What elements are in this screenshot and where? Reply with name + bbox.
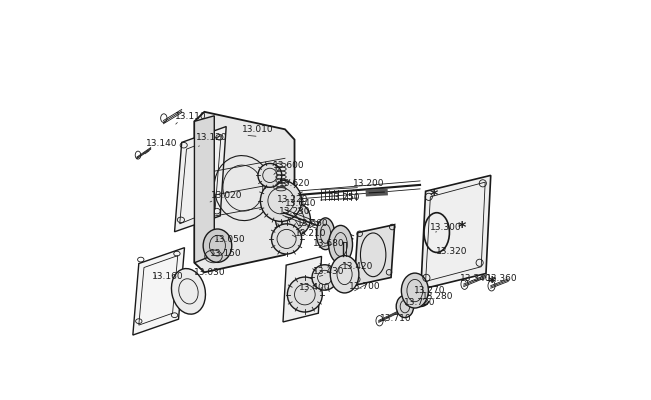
Polygon shape xyxy=(133,248,184,335)
Text: 13.250: 13.250 xyxy=(329,193,360,202)
Ellipse shape xyxy=(316,218,335,250)
Polygon shape xyxy=(195,112,294,272)
Text: 13.660: 13.660 xyxy=(297,219,329,228)
Ellipse shape xyxy=(275,202,311,236)
Text: *: * xyxy=(430,189,438,204)
Ellipse shape xyxy=(312,265,337,290)
Text: 13.030: 13.030 xyxy=(193,268,225,278)
Ellipse shape xyxy=(396,295,413,318)
Text: *: * xyxy=(458,221,465,236)
Ellipse shape xyxy=(330,256,359,293)
Polygon shape xyxy=(283,256,322,322)
Text: 13.110: 13.110 xyxy=(175,112,207,120)
Text: 13.400: 13.400 xyxy=(299,283,330,292)
Text: 13.720: 13.720 xyxy=(404,298,436,307)
Text: 13.340: 13.340 xyxy=(460,274,492,284)
Text: 13.010: 13.010 xyxy=(242,126,273,134)
Text: 13.220: 13.220 xyxy=(277,195,309,204)
Text: 13.600: 13.600 xyxy=(273,161,305,170)
Text: 13.120: 13.120 xyxy=(197,134,228,142)
Ellipse shape xyxy=(171,268,206,314)
Polygon shape xyxy=(421,175,491,289)
Text: 13.160: 13.160 xyxy=(152,272,183,282)
Text: 13.710: 13.710 xyxy=(380,314,412,323)
Ellipse shape xyxy=(258,164,282,187)
Text: 13.430: 13.430 xyxy=(312,267,344,276)
Text: 13.140: 13.140 xyxy=(146,139,178,148)
Ellipse shape xyxy=(287,277,322,312)
Text: 13.680: 13.680 xyxy=(312,239,344,248)
Text: 13.020: 13.020 xyxy=(211,191,243,200)
Polygon shape xyxy=(174,126,226,232)
Text: *: * xyxy=(488,276,496,291)
Text: 13.620: 13.620 xyxy=(279,179,311,188)
Text: 13.320: 13.320 xyxy=(436,247,467,256)
Text: 13.210: 13.210 xyxy=(294,229,326,238)
Text: 13.640: 13.640 xyxy=(285,199,316,208)
Text: 13.200: 13.200 xyxy=(352,179,384,188)
Text: 13.050: 13.050 xyxy=(214,235,245,244)
Text: 13.700: 13.700 xyxy=(348,282,380,291)
Text: 13.420: 13.420 xyxy=(342,262,374,271)
Ellipse shape xyxy=(203,229,232,262)
Text: 13.360: 13.360 xyxy=(486,274,518,284)
Ellipse shape xyxy=(271,224,301,254)
Text: 13.230: 13.230 xyxy=(279,207,311,216)
Ellipse shape xyxy=(402,273,428,308)
Polygon shape xyxy=(195,116,214,263)
Polygon shape xyxy=(354,225,395,286)
Text: 13.300: 13.300 xyxy=(430,223,461,232)
Text: 13.280: 13.280 xyxy=(422,292,453,301)
Ellipse shape xyxy=(260,180,301,222)
Ellipse shape xyxy=(329,226,352,264)
Text: 13.270: 13.270 xyxy=(413,286,445,295)
Text: 13.150: 13.150 xyxy=(210,248,242,258)
